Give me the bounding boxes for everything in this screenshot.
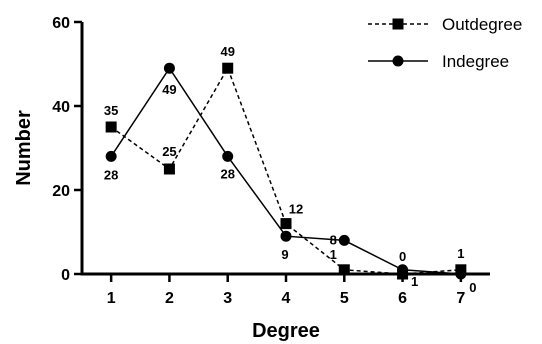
- indegree-data-label: 0: [469, 280, 476, 295]
- indegree-data-label: 49: [162, 82, 176, 97]
- indegree-point: [222, 150, 234, 162]
- outdegree-data-label: 1: [457, 246, 464, 261]
- legend: Outdegree Indegree: [368, 15, 522, 71]
- series-markers: [105, 62, 467, 280]
- outdegree-data-label: 35: [104, 103, 118, 118]
- outdegree-point: [105, 121, 117, 133]
- y-axis-title: Number: [13, 110, 35, 186]
- series-lines: [110, 66, 461, 275]
- y-tick-label: 40: [52, 99, 70, 116]
- legend-marker-square: [392, 18, 404, 30]
- legend-label: Outdegree: [442, 15, 522, 34]
- indegree-data-label: 1: [411, 274, 418, 289]
- outdegree-point: [338, 264, 350, 276]
- outdegree-point: [163, 163, 175, 175]
- y-tick-label: 0: [61, 267, 70, 284]
- legend-marker-circle: [392, 55, 404, 67]
- x-tick-label: 4: [282, 290, 291, 307]
- legend-label: Indegree: [442, 52, 509, 71]
- indegree-data-label: 8: [330, 232, 337, 247]
- x-tick-label: 5: [340, 290, 349, 307]
- y-tick-label: 60: [52, 15, 70, 32]
- outdegree-point: [280, 218, 292, 230]
- x-tick-label: 2: [165, 290, 174, 307]
- indegree-point: [280, 230, 292, 242]
- outdegree-data-label: 12: [289, 202, 303, 217]
- indegree-point: [397, 264, 409, 276]
- indegree-point: [163, 62, 175, 74]
- indegree-point: [105, 150, 117, 162]
- outdegree-data-label: 49: [220, 44, 234, 59]
- indegree-data-label: 28: [220, 166, 234, 181]
- x-tick-label: 1: [107, 290, 116, 307]
- outdegree-data-label: 25: [162, 144, 176, 159]
- outdegree-data-label: 0: [399, 249, 406, 264]
- indegree-point: [455, 268, 467, 280]
- x-axis-title: Degree: [252, 320, 320, 342]
- indegree-data-label: 9: [281, 247, 288, 262]
- series-line-outdegree: [110, 66, 461, 275]
- indegree-data-label: 28: [104, 167, 118, 182]
- indegree-point: [338, 234, 350, 246]
- x-tick-label: 7: [456, 290, 465, 307]
- series-line-indegree: [110, 66, 461, 275]
- x-tick-label: 6: [398, 290, 407, 307]
- outdegree-data-label: 1: [330, 247, 337, 262]
- outdegree-point: [222, 62, 234, 74]
- y-tick-label: 20: [52, 183, 70, 200]
- x-tick-label: 3: [223, 290, 232, 307]
